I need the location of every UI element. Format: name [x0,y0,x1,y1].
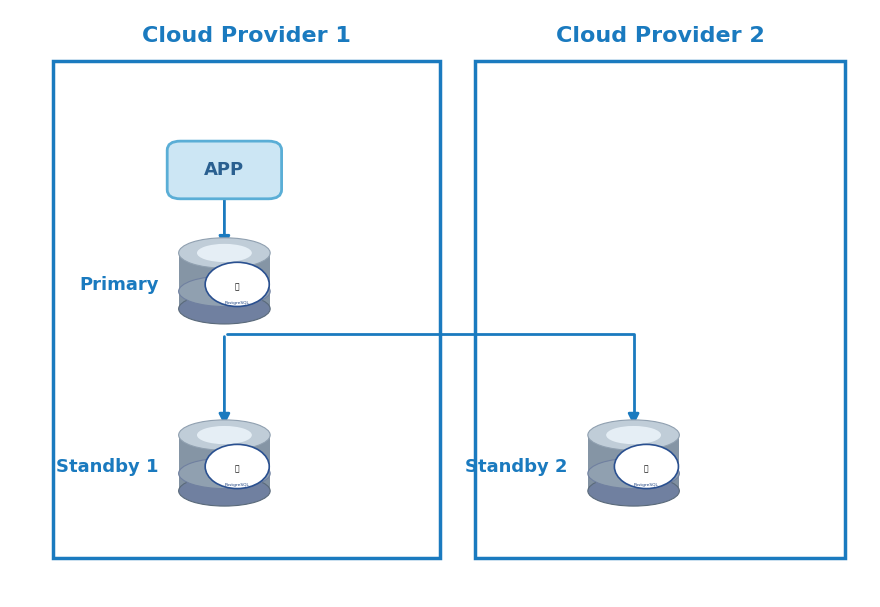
Ellipse shape [179,420,270,450]
Circle shape [205,444,269,489]
Text: Cloud Provider 1: Cloud Provider 1 [142,25,351,46]
FancyBboxPatch shape [167,141,282,199]
Text: Primary: Primary [79,276,158,294]
Text: Standby 2: Standby 2 [466,458,568,476]
Ellipse shape [588,476,679,506]
Ellipse shape [179,276,270,307]
Circle shape [205,262,269,307]
Ellipse shape [588,458,679,489]
Text: Cloud Provider 2: Cloud Provider 2 [555,25,765,46]
Text: Standby 1: Standby 1 [56,458,158,476]
Polygon shape [179,253,270,291]
Ellipse shape [179,458,270,489]
Text: 🐘: 🐘 [644,464,649,473]
Polygon shape [179,456,270,491]
Ellipse shape [179,476,270,506]
Ellipse shape [179,294,270,324]
Ellipse shape [197,426,252,444]
Text: PostgreSQL: PostgreSQL [224,483,250,487]
Polygon shape [179,274,270,309]
Ellipse shape [606,426,661,444]
Text: PostgreSQL: PostgreSQL [634,483,659,487]
Text: 🐘: 🐘 [235,282,239,291]
Text: APP: APP [204,161,245,179]
Ellipse shape [588,420,679,450]
Polygon shape [588,435,679,473]
Ellipse shape [179,238,270,268]
Ellipse shape [197,244,252,262]
Polygon shape [588,456,679,491]
Circle shape [614,444,678,489]
Polygon shape [179,435,270,473]
Text: PostgreSQL: PostgreSQL [224,301,250,305]
Text: 🐘: 🐘 [235,464,239,473]
